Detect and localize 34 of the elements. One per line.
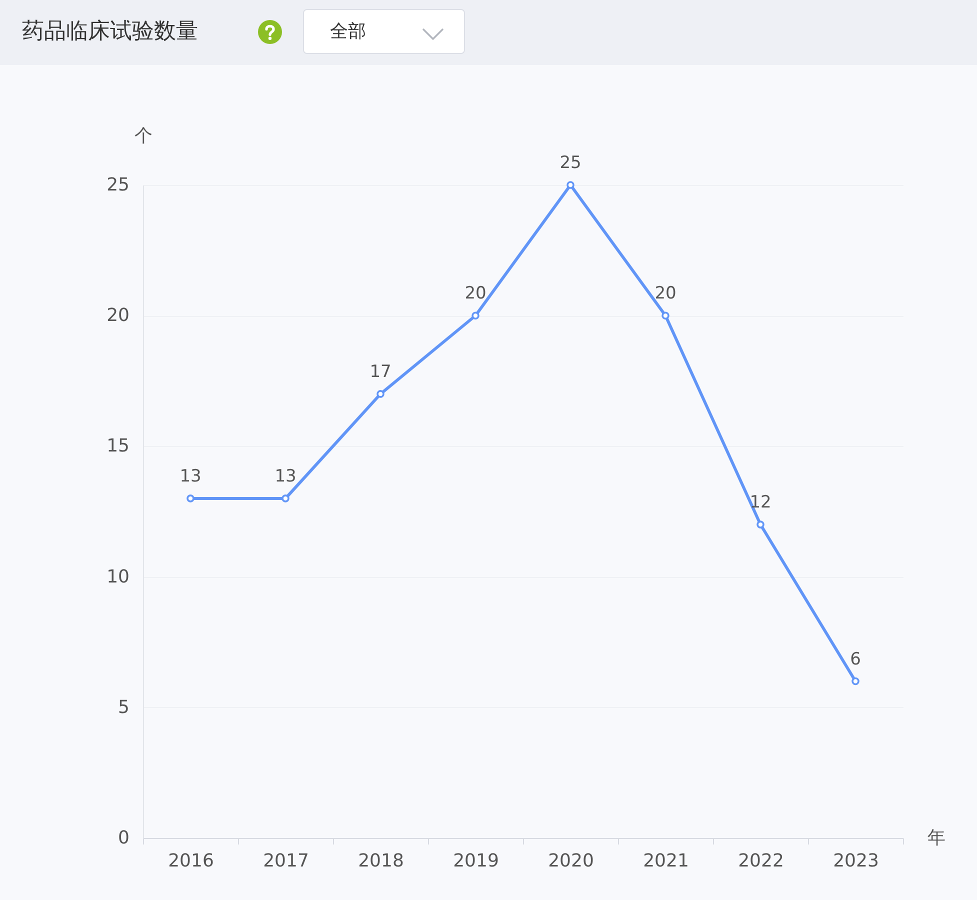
- x-tick-label: 2021: [643, 850, 689, 872]
- data-label: 13: [274, 466, 296, 486]
- chart-title: 药品临床试验数量: [22, 18, 198, 46]
- dropdown-field: 全部: [303, 9, 465, 54]
- x-tick-label: 2016: [168, 850, 214, 872]
- y-tick-label: 25: [106, 174, 130, 196]
- point: [282, 494, 290, 502]
- data-label: 17: [370, 362, 392, 382]
- data-label: 20: [654, 284, 676, 304]
- data-label: 20: [464, 284, 486, 304]
- x-tick-label: 2023: [833, 850, 879, 872]
- point: [852, 677, 860, 686]
- y-tick-label: 10: [106, 566, 130, 588]
- x-tick-label: 2022: [738, 850, 784, 872]
- data-label: 25: [560, 153, 582, 173]
- y-tick-label: 5: [118, 696, 130, 718]
- data-label: 13: [180, 466, 202, 486]
- point: [376, 390, 384, 398]
- y-axis-title: 个: [134, 126, 152, 146]
- point: [566, 181, 574, 189]
- point: [756, 520, 764, 528]
- x-tick-label: 2018: [358, 850, 404, 872]
- x-tick-label: 2019: [453, 850, 499, 872]
- x-tick-label: 2020: [548, 850, 594, 872]
- x-tick-label: 2017: [263, 850, 309, 872]
- point: [662, 312, 670, 320]
- y-tick-label: 20: [106, 305, 130, 326]
- x-axis-title: 年: [928, 828, 946, 848]
- data-label: 6: [850, 649, 861, 670]
- y-tick-label: 15: [106, 436, 130, 457]
- point: [186, 494, 194, 502]
- data-label: 12: [750, 492, 772, 513]
- point: [472, 312, 480, 320]
- y-tick-label: 0: [118, 828, 130, 848]
